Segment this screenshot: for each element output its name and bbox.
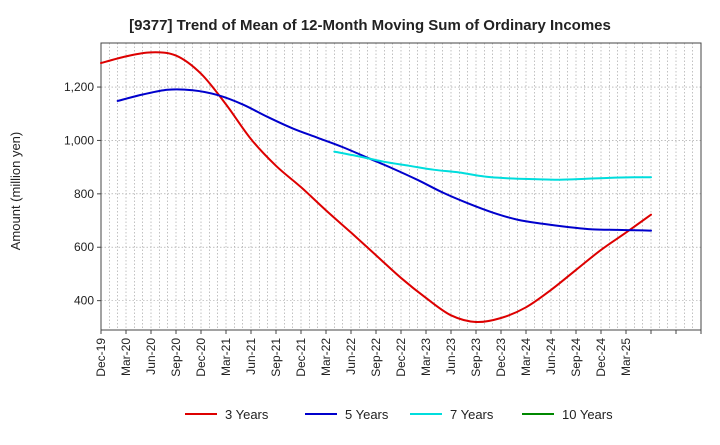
series-line-5-years: [116, 88, 652, 232]
x-axis: Dec-19 Mar-20 Jun-20 Sep-20 Dec-20 Mar-21 Jun-…: [94, 330, 702, 377]
y-axis-label: Amount (million yen): [8, 132, 23, 251]
y-tick-label: 1,000: [64, 133, 94, 147]
series-line-7-years: [333, 150, 652, 181]
x-tick-label: Jun-21: [244, 338, 258, 375]
x-tick-label: Dec-19: [94, 338, 108, 377]
legend-label-10-years: 10 Years: [562, 407, 613, 422]
x-tick-label: Jun-23: [444, 338, 458, 375]
y-axis: 400 600 800 1,000 1,200: [64, 80, 101, 308]
series-layer: [100, 51, 652, 324]
y-tick-label: 1,200: [64, 80, 94, 94]
legend-label-7-years: 7 Years: [450, 407, 494, 422]
x-tick-label: Jun-20: [144, 338, 158, 375]
x-tick-label: Mar-22: [319, 338, 333, 376]
x-tick-label: Dec-22: [394, 338, 408, 377]
legend-label-5-years: 5 Years: [345, 407, 389, 422]
y-tick-label: 800: [74, 187, 94, 201]
x-tick-label: Sep-24: [569, 338, 583, 377]
x-tick-label: Mar-23: [419, 338, 433, 376]
x-tick-label: Mar-25: [619, 338, 633, 376]
y-tick-label: 400: [74, 294, 94, 308]
x-tick-label: Mar-21: [219, 338, 233, 376]
legend-label-3-years: 3 Years: [225, 407, 269, 422]
x-tick-label: Jun-22: [344, 338, 358, 375]
grid-layer: [100, 43, 702, 330]
x-tick-label: Mar-20: [119, 338, 133, 376]
x-tick-label: Jun-24: [544, 338, 558, 375]
x-tick-label: Mar-24: [519, 338, 533, 376]
x-tick-label: Dec-23: [494, 338, 508, 377]
x-tick-label: Dec-20: [194, 338, 208, 377]
x-tick-label: Sep-22: [369, 338, 383, 377]
x-tick-label: Dec-24: [594, 338, 608, 377]
chart-title: [9377] Trend of Mean of 12-Month Moving …: [129, 17, 611, 34]
x-tick-label: Dec-21: [294, 338, 308, 377]
x-tick-label: Sep-23: [469, 338, 483, 377]
x-tick-label: Sep-21: [269, 338, 283, 377]
series-line-3-years: [100, 51, 652, 324]
y-tick-label: 600: [74, 240, 94, 254]
x-tick-label: Sep-20: [169, 338, 183, 377]
legend: 3 Years 5 Years 7 Years 10 Years: [185, 407, 613, 422]
